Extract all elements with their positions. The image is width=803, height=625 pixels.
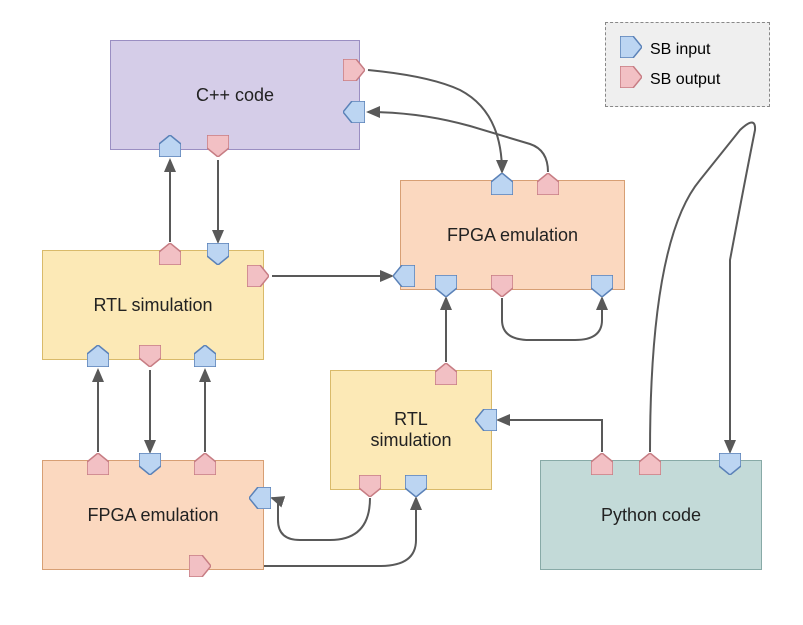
port-p26-output (591, 453, 613, 480)
port-p16-output (189, 555, 211, 582)
port-p28-input (719, 453, 741, 480)
legend-label: SB output (650, 71, 720, 89)
port-p2-input (343, 101, 365, 128)
output-icon (620, 66, 650, 93)
port-p10-output (139, 345, 161, 372)
port-p19-input (475, 409, 497, 436)
edge-p26-p19 (498, 420, 602, 452)
edge-p1-p23 (368, 70, 502, 172)
port-p23-input (491, 173, 513, 200)
port-p21-input (435, 275, 457, 302)
port-p8-input (393, 265, 415, 292)
port-p9-input (87, 345, 109, 372)
legend-item-output: SB output (620, 66, 755, 93)
port-p27-output (639, 453, 661, 480)
edge-p27-p28 (650, 123, 755, 453)
port-p11-input (194, 345, 216, 372)
node-rtl2: RTL simulation (330, 370, 492, 490)
port-p12-output (87, 453, 109, 480)
port-p13-input (139, 453, 161, 480)
node-cpp: C++ code (110, 40, 360, 150)
port-p24-output (537, 173, 559, 200)
edge-p22-p25 (502, 298, 602, 340)
input-icon (620, 36, 650, 63)
edge-p17-p15 (272, 498, 370, 540)
legend: SB input SB output (605, 22, 770, 107)
port-p7-output (247, 265, 269, 292)
port-p5-output (159, 243, 181, 270)
port-p17-output (359, 475, 381, 502)
port-p6-input (207, 243, 229, 270)
port-p20-output (435, 363, 457, 390)
port-p25-input (591, 275, 613, 302)
node-rtl1: RTL simulation (42, 250, 264, 360)
port-p18-input (405, 475, 427, 502)
legend-label: SB input (650, 41, 710, 59)
diagram-canvas: C++ codeRTL simulationFPGA emulationFPGA… (0, 0, 803, 625)
port-p15-input (249, 487, 271, 514)
port-p4-output (207, 135, 229, 162)
port-p22-output (491, 275, 513, 302)
legend-item-input: SB input (620, 36, 755, 63)
edge-p24-p2 (368, 112, 548, 172)
port-p1-output (343, 59, 365, 86)
port-p14-output (194, 453, 216, 480)
port-p3-input (159, 135, 181, 162)
